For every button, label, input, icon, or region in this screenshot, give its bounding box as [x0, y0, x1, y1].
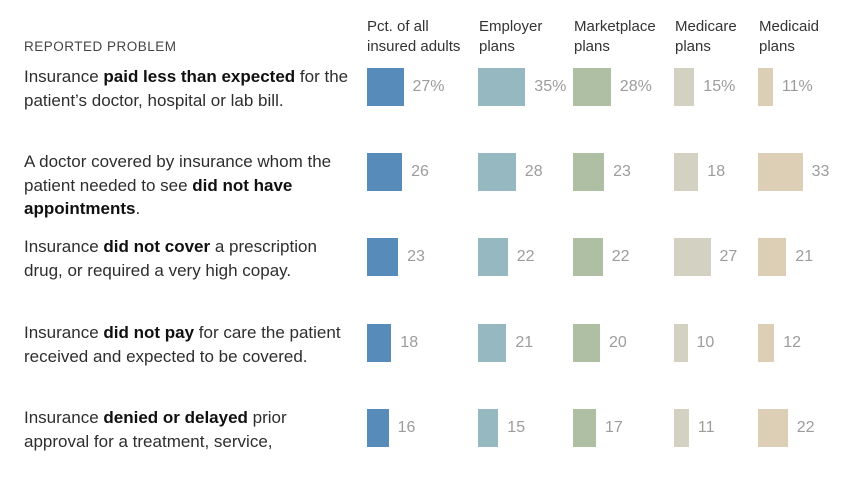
- bar-cell-all: 26: [367, 153, 429, 191]
- bar-cell-medicaid: 22: [758, 409, 814, 447]
- bar-cell-medicare: 11: [674, 409, 715, 447]
- value-label: 21: [515, 334, 534, 351]
- bar-cell-all: 23: [367, 238, 425, 276]
- value-label: 28%: [619, 78, 652, 95]
- insurance-problems-chart: REPORTED PROBLEM Pct. of all insured adu…: [0, 18, 860, 451]
- table-row: Insurance did not pay for care the patie…: [0, 321, 860, 405]
- bar-medicaid: [758, 409, 788, 447]
- bar-cell-employer: 21: [478, 324, 533, 362]
- bar-cell-medicaid: 33: [758, 153, 829, 191]
- column-header-marketplace-plans: Marketplace plans: [574, 18, 656, 55]
- bar-medicare: [674, 68, 695, 106]
- bar-employer: [478, 238, 508, 276]
- bar-employer: [478, 324, 507, 362]
- value-label: 10: [696, 334, 715, 351]
- bar-cell-employer: 35%: [478, 68, 566, 106]
- table-row: A doctor covered by insurance whom the p…: [0, 150, 860, 234]
- value-label: 35%: [534, 78, 567, 95]
- table-row: Insurance did not cover a prescription d…: [0, 235, 860, 319]
- problem-label: Insurance did not pay for care the patie…: [24, 323, 341, 366]
- value-label: 11: [697, 419, 715, 436]
- bar-cell-marketplace: 20: [573, 324, 627, 362]
- value-label: 26: [411, 163, 429, 180]
- bar-medicare: [674, 324, 688, 362]
- value-label: 28: [524, 163, 543, 180]
- bar-all: [367, 68, 404, 106]
- problem-label: Insurance paid less than expected for th…: [24, 67, 349, 110]
- value-label: 23: [407, 248, 425, 265]
- bar-all: [367, 153, 403, 191]
- bar-cell-all: 18: [367, 324, 418, 362]
- bar-cell-employer: 22: [478, 238, 534, 276]
- value-label: 33: [811, 163, 830, 180]
- bar-employer: [478, 153, 516, 191]
- bar-cell-medicaid: 12: [758, 324, 801, 362]
- bar-cell-medicare: 27: [674, 238, 737, 276]
- reported-problem-header: REPORTED PROBLEM: [24, 39, 177, 54]
- value-label: 22: [611, 248, 630, 265]
- value-label: 21: [795, 248, 814, 265]
- bar-medicaid: [758, 324, 775, 362]
- bar-cell-marketplace: 23: [573, 153, 631, 191]
- value-label: 22: [796, 419, 815, 436]
- bar-medicare: [674, 409, 689, 447]
- bar-medicaid: [758, 68, 773, 106]
- bar-cell-all: 27%: [367, 68, 445, 106]
- bar-cell-medicare: 18: [674, 153, 725, 191]
- value-label: 27%: [412, 78, 445, 95]
- table-row: Insurance paid less than expected for th…: [0, 65, 860, 149]
- value-label: 15: [507, 419, 526, 436]
- bar-cell-medicare: 10: [674, 324, 714, 362]
- value-label: 20: [609, 334, 627, 351]
- bar-cell-employer: 28: [478, 153, 543, 191]
- bar-cell-medicaid: 11%: [758, 68, 813, 106]
- value-label: 17: [605, 419, 623, 436]
- bar-marketplace: [573, 68, 611, 106]
- value-label: 11%: [781, 78, 813, 95]
- bar-marketplace: [573, 409, 596, 447]
- bar-marketplace: [573, 238, 603, 276]
- value-label: 18: [400, 334, 419, 351]
- bar-employer: [478, 409, 499, 447]
- bar-cell-marketplace: 17: [573, 409, 623, 447]
- value-label: 12: [783, 334, 801, 351]
- bar-all: [367, 324, 392, 362]
- column-header-employer-plans: Employer plans: [479, 18, 543, 55]
- bar-cell-marketplace: 22: [573, 238, 629, 276]
- value-label: 18: [707, 163, 726, 180]
- bar-medicare: [674, 153, 699, 191]
- value-label: 27: [719, 248, 738, 265]
- bar-cell-medicaid: 21: [758, 238, 813, 276]
- value-label: 16: [397, 419, 416, 436]
- problem-label: A doctor covered by insurance whom the p…: [24, 152, 332, 218]
- column-header-pct-all-insured: Pct. of all insured adults: [367, 18, 461, 55]
- bar-all: [367, 238, 399, 276]
- table-row: Insurance denied or delayed prior approv…: [0, 406, 860, 490]
- bar-all: [367, 409, 389, 447]
- bar-medicaid: [758, 238, 787, 276]
- bar-medicaid: [758, 153, 803, 191]
- value-label: 23: [613, 163, 631, 180]
- bar-cell-employer: 15: [478, 409, 525, 447]
- problem-label: Insurance denied or delayed prior approv…: [24, 408, 287, 451]
- bar-cell-all: 16: [367, 409, 415, 447]
- column-header-medicare-plans: Medicare plans: [675, 18, 737, 55]
- value-label: 22: [516, 248, 535, 265]
- bar-marketplace: [573, 153, 605, 191]
- bar-medicare: [674, 238, 711, 276]
- bar-cell-marketplace: 28%: [573, 68, 652, 106]
- problem-label: Insurance did not cover a prescription d…: [24, 237, 317, 280]
- column-header-medicaid-plans: Medicaid plans: [759, 18, 820, 55]
- bar-employer: [478, 68, 526, 106]
- value-label: 15%: [703, 78, 736, 95]
- bar-marketplace: [573, 324, 600, 362]
- bar-cell-medicare: 15%: [674, 68, 735, 106]
